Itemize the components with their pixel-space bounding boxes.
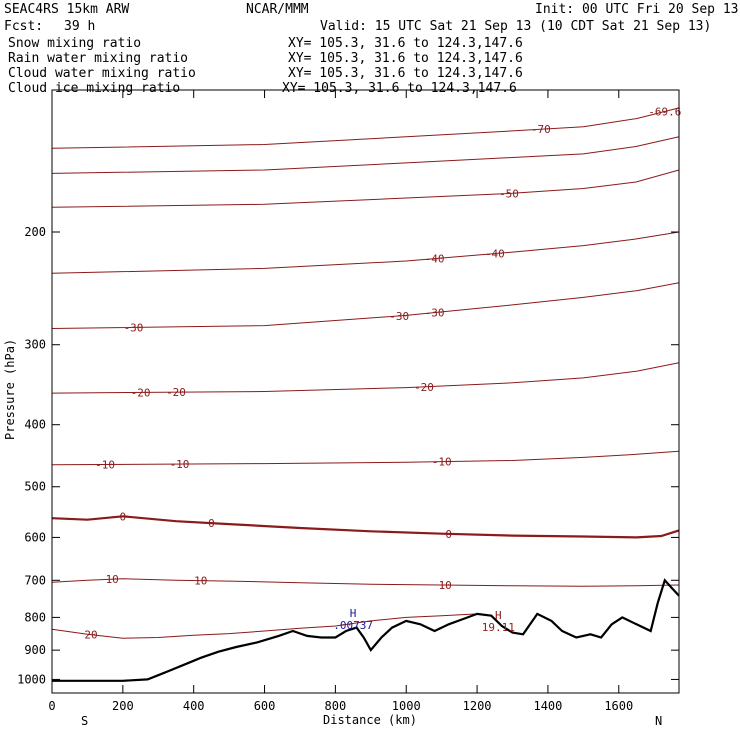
contour-label: 10 — [194, 575, 207, 588]
terrain-profile — [52, 578, 680, 682]
x-tick-label: 400 — [183, 699, 205, 713]
y-axis-label: Pressure (hPa) — [3, 339, 17, 440]
contour-label: -69.6 — [648, 106, 681, 119]
init-time: Init: 00 UTC Fri 20 Sep 13 — [535, 2, 739, 17]
x-tick-label: 1400 — [533, 699, 562, 713]
contour-label: -20 — [166, 386, 186, 399]
south-label: S — [81, 714, 88, 728]
contour-label: -10 — [95, 459, 115, 472]
marker-value: .00737 — [333, 619, 373, 632]
contour-label: -30 — [124, 321, 144, 334]
contour-lines — [51, 107, 680, 639]
contour-label: 10 — [439, 579, 452, 592]
contour-line-m30 — [51, 282, 680, 329]
marker-symbol: H — [495, 609, 502, 622]
field-cloudice-xy: XY= 105.3, 31.6 to 124.3,147.6 — [282, 81, 517, 96]
plot-frame — [51, 89, 680, 694]
contour-label: 0 — [119, 510, 126, 523]
field-snow-xy: XY= 105.3, 31.6 to 124.3,147.6 — [288, 36, 523, 51]
contour-label: -70 — [531, 123, 551, 136]
contour-line-20 — [51, 613, 478, 639]
contour-label: -10 — [170, 458, 190, 471]
field-rain-name: Rain water mixing ratio — [8, 51, 188, 66]
marker-symbol: H — [350, 607, 357, 620]
contour-label: -50 — [499, 188, 519, 201]
contour-label: -40 — [425, 253, 445, 266]
terrain-line — [52, 578, 680, 682]
y-tick-label: 200 — [24, 225, 46, 239]
contour-line-m10 — [51, 450, 680, 466]
y-tick-label: 500 — [24, 480, 46, 494]
y-tick-label: 900 — [24, 643, 46, 657]
contour-label: -30 — [389, 310, 409, 323]
field-cloudwater-name: Cloud water mixing ratio — [8, 66, 196, 81]
y-tick-label: 800 — [24, 610, 46, 624]
x-axis-label: Distance (km) — [323, 713, 417, 727]
y-tick-label: 1000 — [17, 672, 46, 686]
x-tick-label: 200 — [112, 699, 134, 713]
field-rain-xy: XY= 105.3, 31.6 to 124.3,147.6 — [288, 51, 523, 66]
contour-labels: -70 -69.6 -50 -40 -40 -30 -30 -30 -20 -20 -20 -10 -1… — [84, 106, 681, 642]
y-tick-label: 400 — [24, 418, 46, 432]
contour-label: 0 — [208, 517, 215, 530]
y-tick-label: 300 — [24, 338, 46, 352]
contour-line-m40 — [51, 231, 680, 274]
contour-label: -40 — [485, 248, 505, 261]
x-tick-label: 600 — [254, 699, 276, 713]
y-tick-label: 700 — [24, 573, 46, 587]
x-axis-ticks: 0 200 400 600 800 1000 1200 1400 1600 — [48, 90, 633, 713]
contour-line-m70 — [51, 107, 680, 149]
contour-label: 10 — [106, 573, 119, 586]
x-tick-label: 1000 — [392, 699, 421, 713]
x-tick-label: 0 — [48, 699, 55, 713]
field-cloudice-name: Cloud ice mixing ratio — [8, 81, 180, 96]
source-label: NCAR/MMM — [246, 2, 309, 17]
x-tick-label: 800 — [325, 699, 347, 713]
marker-value: 19.11 — [482, 621, 515, 634]
field-cloudwater-xy: XY= 105.3, 31.6 to 124.3,147.6 — [288, 66, 523, 81]
valid-time: Valid: 15 UTC Sat 21 Sep 13 (10 CDT Sat … — [320, 19, 711, 34]
contour-line-m50 — [51, 169, 680, 208]
model-title: SEAC4RS 15km ARW — [4, 2, 129, 17]
contour-line-m60 — [51, 136, 680, 174]
contour-label: -30 — [425, 307, 445, 320]
forecast-hour: 39 h — [64, 19, 95, 34]
contour-label: -20 — [414, 381, 434, 394]
y-tick-label: 600 — [24, 530, 46, 544]
contour-line-m20 — [51, 362, 680, 394]
x-tick-label: 1600 — [604, 699, 633, 713]
contour-label: -20 — [131, 386, 151, 399]
field-snow-name: Snow mixing ratio — [8, 36, 141, 51]
north-label: N — [655, 714, 662, 728]
contour-label: -10 — [432, 456, 452, 469]
x-tick-label: 1200 — [463, 699, 492, 713]
forecast-label: Fcst: — [4, 19, 43, 34]
contour-line-0 — [51, 515, 680, 539]
contour-label: 20 — [84, 629, 97, 642]
contour-line-10 — [51, 578, 680, 587]
contour-label: 0 — [445, 528, 452, 541]
